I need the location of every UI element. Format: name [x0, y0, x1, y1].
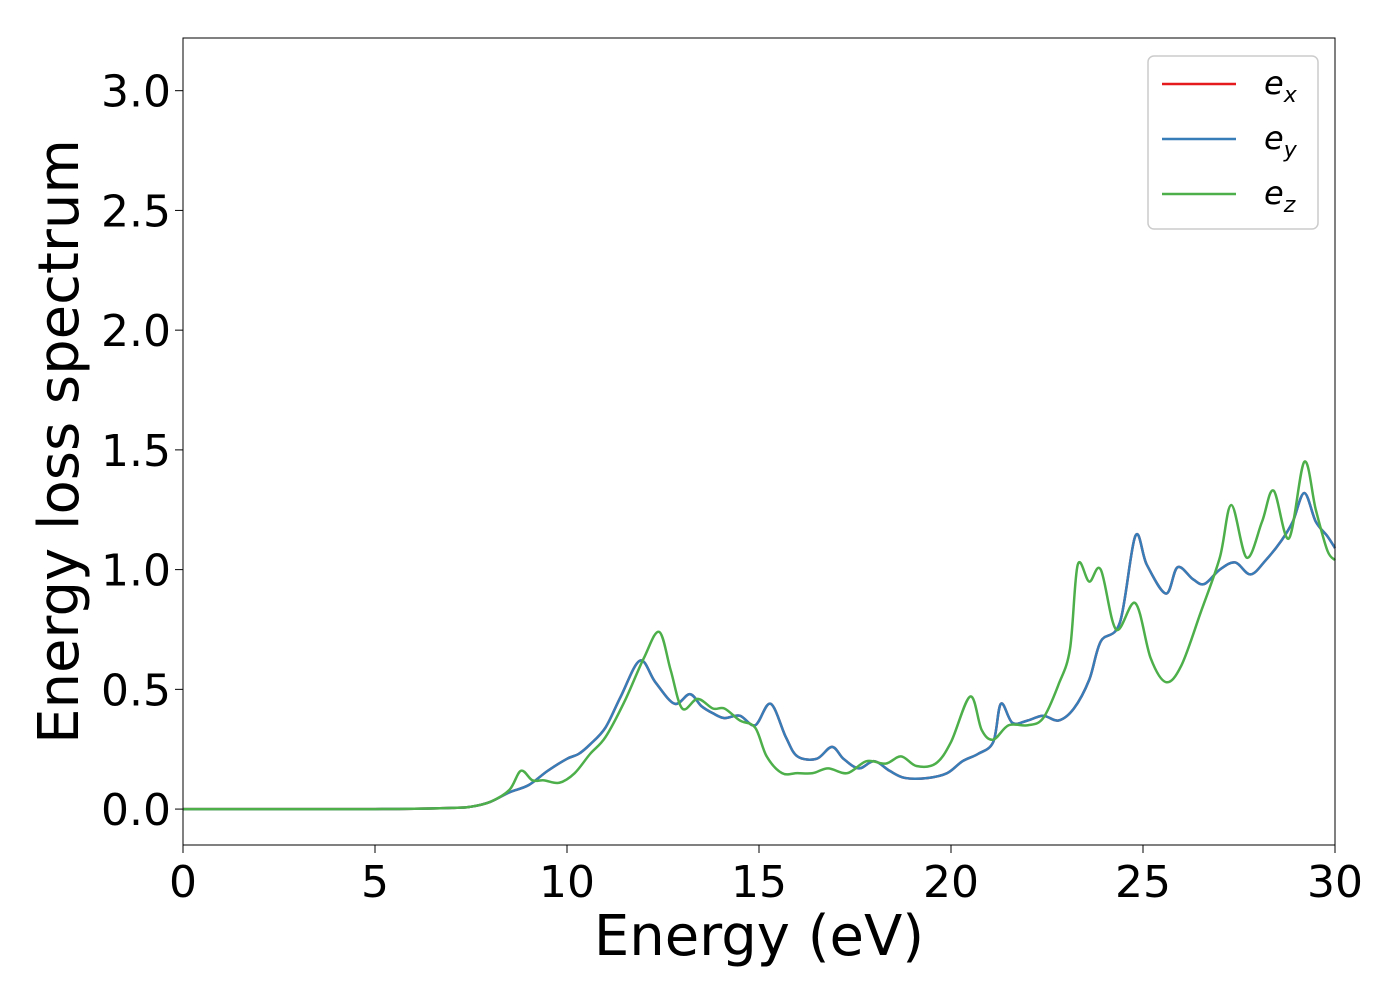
x-tick-label: 20 [923, 857, 979, 908]
x-axis-ticks: 0 5 10 15 20 25 30 [169, 845, 1363, 908]
legend-label-e_x: ex [1264, 64, 1298, 108]
series-line-e_z [182, 460, 1336, 811]
y-tick-label: 2.5 [101, 186, 171, 237]
legend-label-e_z: ez [1264, 174, 1296, 218]
y-tick-label: 1.0 [101, 546, 171, 597]
y-tick-label: 0.5 [101, 665, 171, 716]
legend-box [1147, 55, 1319, 230]
x-tick-label: 0 [169, 857, 197, 908]
series-layer [182, 460, 1337, 811]
x-axis-label: Energy (eV) [594, 904, 924, 969]
y-tick-label: 1.5 [101, 426, 171, 477]
y-tick-label: 3.0 [101, 67, 171, 118]
x-tick-label: 25 [1115, 857, 1171, 908]
series-line-e_y [182, 491, 1337, 811]
y-tick-label: 0.0 [101, 785, 171, 836]
legend: ex ey ez [1147, 55, 1319, 230]
y-axis-ticks: 0.0 0.5 1.0 1.5 2.0 2.5 3.0 [101, 67, 183, 836]
y-tick-label: 2.0 [101, 306, 171, 357]
x-tick-label: 15 [731, 857, 787, 908]
x-tick-label: 5 [361, 857, 389, 908]
x-tick-label: 30 [1307, 857, 1363, 908]
x-tick-label: 10 [539, 857, 595, 908]
y-axis-label: Energy loss spectrum [27, 139, 92, 744]
legend-label-e_y: ey [1264, 119, 1298, 163]
